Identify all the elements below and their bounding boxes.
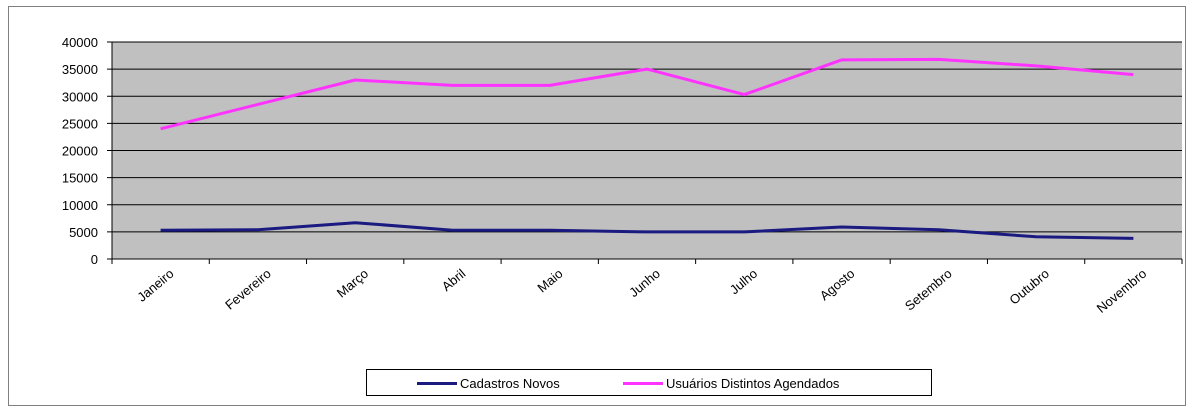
x-tick-label: Maio: [534, 266, 565, 296]
x-tick-label: Agosto: [817, 266, 858, 304]
x-tick-label: Março: [334, 266, 371, 301]
x-tick-label: Outubro: [1006, 266, 1052, 308]
y-tick-label: 15000: [62, 171, 98, 186]
y-tick-label: 35000: [62, 62, 98, 77]
legend-swatch-cadastros-novos: [417, 381, 457, 385]
legend: Cadastros Novos Usuários Distintos Agend…: [366, 369, 932, 396]
legend-swatch-usuarios-distintos: [623, 381, 663, 385]
y-tick-label: 30000: [62, 89, 98, 104]
x-tick-label: Novembro: [1094, 266, 1150, 316]
x-tick-label: Janeiro: [134, 266, 176, 305]
x-tick-label: Fevereiro: [222, 266, 274, 313]
y-tick-label: 10000: [62, 198, 98, 213]
y-tick-label: 40000: [62, 35, 98, 50]
legend-item-usuarios-distintos: Usuários Distintos Agendados: [623, 374, 839, 392]
series-line-0: [160, 221, 1134, 240]
legend-label-cadastros-novos: Cadastros Novos: [460, 375, 560, 391]
y-tick-label: 20000: [62, 144, 98, 159]
x-tick-label: Julho: [727, 266, 760, 297]
series-line-1: [160, 57, 1134, 131]
x-tick-label: Abril: [439, 266, 469, 294]
y-tick-label: 0: [91, 252, 98, 267]
x-tick-label: Setembro: [902, 266, 955, 314]
legend-label-usuarios-distintos: Usuários Distintos Agendados: [666, 375, 840, 391]
y-tick-label: 25000: [62, 116, 98, 131]
legend-item-cadastros-novos: Cadastros Novos: [417, 374, 560, 392]
x-tick-label: Junho: [626, 266, 663, 300]
y-tick-label: 5000: [69, 225, 98, 240]
